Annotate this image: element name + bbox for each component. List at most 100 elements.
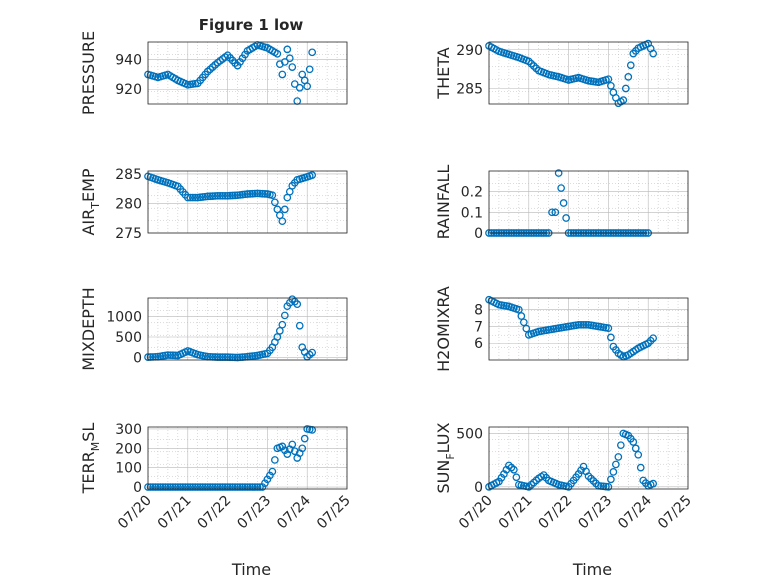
data-point (612, 460, 620, 469)
y-axis-label: SUNFLUX (434, 422, 457, 493)
data-point (283, 45, 292, 54)
data-point (203, 192, 212, 201)
data-point (213, 191, 222, 200)
data-point (146, 483, 155, 491)
x-tick-label: 07/24 (615, 492, 655, 532)
data-point (607, 333, 615, 342)
y-tick-label: 100 (115, 461, 142, 477)
y-tick-label: 280 (115, 196, 142, 212)
data-point (164, 483, 172, 491)
data-point (238, 483, 247, 491)
data-point (280, 446, 289, 455)
data-point (156, 483, 165, 491)
grid (488, 171, 689, 234)
data-point (211, 483, 220, 491)
x-tick-label: 07/20 (115, 493, 155, 533)
figure-title: Figure 1 low (199, 16, 304, 34)
data-point (246, 190, 254, 198)
data-point (582, 320, 590, 329)
data-point (562, 214, 570, 222)
data-point (616, 441, 625, 450)
data-point (288, 63, 297, 71)
data-point (290, 447, 299, 456)
y-tick-label: 940 (115, 53, 142, 69)
data-point (236, 483, 244, 491)
data-point (246, 483, 254, 491)
y-axis-label: MIXDEPTH (79, 287, 98, 370)
data-point (196, 483, 205, 491)
subplot-air_temp: 275 280 285 AIRTEMP (79, 167, 348, 242)
x-tick-label: 07/22 (195, 493, 235, 533)
data-point (271, 456, 279, 464)
data-point (609, 468, 618, 476)
data-point (251, 189, 259, 198)
data-point (248, 189, 257, 198)
data-point (183, 193, 192, 202)
y-tick-label: 0 (474, 480, 483, 496)
data-point (166, 483, 175, 491)
data-point (216, 191, 224, 200)
data-point (206, 192, 215, 201)
x-tick-label: 07/25 (314, 493, 354, 533)
axes-box (147, 426, 348, 490)
data-point (305, 65, 314, 74)
data-point (218, 191, 227, 200)
subplot-mixdepth: 0 500 1000 MIXDEPTH (79, 287, 348, 371)
data-point (288, 440, 297, 449)
y-tick-label: 500 (456, 426, 483, 442)
data-point (295, 321, 304, 330)
x-tick-label: 07/21 (155, 493, 195, 533)
data-point (198, 483, 207, 491)
data-point (275, 326, 284, 335)
y-tick-label: 500 (115, 330, 142, 346)
x-tick-label: 07/21 (496, 493, 536, 533)
data-point (557, 184, 565, 192)
y-tick-label: 0.2 (461, 185, 483, 201)
data-point (268, 467, 277, 476)
data-point (295, 83, 304, 92)
data-point (258, 189, 267, 198)
data-point (266, 471, 274, 480)
data-point (551, 208, 560, 217)
data-point (519, 318, 528, 327)
data-point (624, 73, 633, 81)
data-point (159, 483, 167, 491)
data-point (271, 198, 279, 207)
data-point (188, 483, 197, 491)
data-point (522, 324, 531, 333)
data-point (213, 483, 222, 491)
data-point (253, 189, 262, 198)
data-point (579, 320, 588, 329)
x-tick-label: 07/20 (456, 493, 496, 533)
data-point (604, 483, 613, 491)
data-point (548, 208, 556, 217)
data-point (293, 300, 302, 309)
y-tick-label: 0.1 (461, 205, 483, 221)
y-tick-label: 6 (474, 336, 483, 352)
data-point (636, 463, 645, 472)
data-point (626, 61, 635, 70)
data-point (278, 320, 287, 329)
data-point (233, 483, 242, 491)
data-point (300, 434, 309, 443)
data-point (203, 483, 212, 491)
data-point (201, 483, 210, 491)
data-point (629, 438, 638, 446)
x-tick-label: 07/23 (234, 493, 274, 533)
data-point (193, 483, 202, 491)
data-point (517, 312, 526, 320)
data-point (164, 351, 172, 359)
data-point (176, 483, 185, 491)
data-point (280, 311, 289, 320)
data-point (263, 475, 272, 484)
data-point (273, 49, 282, 58)
data-point (258, 483, 267, 491)
y-axis-label: AIRTEMP (79, 168, 102, 235)
subplot-rainfall: 0 0.1 0.2 RAINFALL (434, 165, 689, 242)
data-point (514, 305, 523, 314)
y-tick-label: 200 (115, 441, 142, 457)
y-tick-label: 0 (133, 480, 142, 496)
x-tick-label: 07/23 (575, 493, 615, 533)
